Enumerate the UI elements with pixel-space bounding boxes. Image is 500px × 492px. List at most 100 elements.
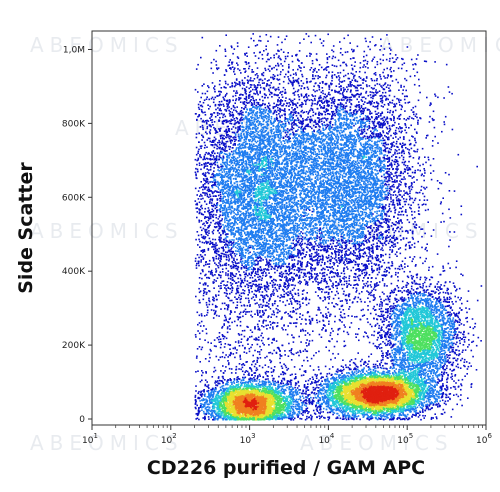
event-point <box>222 246 225 248</box>
event-point <box>314 273 316 275</box>
event-point <box>338 239 340 242</box>
event-point <box>210 388 212 391</box>
event-point <box>366 118 369 121</box>
event-point <box>322 90 324 92</box>
event-point <box>354 117 356 119</box>
event-point <box>395 305 397 307</box>
event-point <box>245 269 248 272</box>
event-point <box>376 113 378 115</box>
event-point <box>297 148 300 151</box>
event-point <box>279 100 281 102</box>
event-point <box>254 375 256 377</box>
event-point <box>255 383 257 385</box>
event-point <box>319 198 322 201</box>
event-point <box>241 79 244 82</box>
event-point <box>257 267 259 270</box>
event-point <box>267 262 269 265</box>
event-point <box>358 246 361 249</box>
event-point <box>336 240 339 242</box>
event-point <box>410 292 413 295</box>
event-point <box>299 180 301 183</box>
event-point <box>363 107 365 110</box>
event-point <box>213 156 215 158</box>
event-point <box>330 107 333 109</box>
event-point <box>284 364 287 367</box>
event-point <box>364 186 366 189</box>
event-point <box>401 409 403 411</box>
event-point <box>269 161 272 164</box>
event-point <box>258 211 260 214</box>
event-point <box>391 318 393 320</box>
event-point <box>386 295 389 298</box>
event-point <box>326 393 328 396</box>
event-point <box>318 111 320 114</box>
event-point <box>432 110 435 113</box>
event-point <box>427 292 430 294</box>
event-point <box>343 151 345 154</box>
event-point <box>393 414 396 417</box>
event-point <box>382 130 384 132</box>
event-point <box>452 320 454 323</box>
event-point <box>207 227 209 229</box>
event-point <box>272 139 274 141</box>
event-point <box>291 106 293 109</box>
event-point <box>225 217 228 219</box>
event-point <box>453 357 456 359</box>
event-point <box>379 161 381 164</box>
event-point <box>196 417 199 420</box>
event-point <box>432 342 435 345</box>
event-point <box>452 303 454 305</box>
event-point <box>332 413 334 416</box>
event-point <box>447 262 450 265</box>
event-point <box>202 371 204 374</box>
event-point <box>362 138 364 140</box>
event-point <box>242 252 244 254</box>
event-point <box>224 287 226 289</box>
event-point <box>289 412 292 415</box>
event-point <box>232 265 234 268</box>
event-point <box>396 406 399 409</box>
event-point <box>318 97 320 100</box>
event-point <box>300 281 302 283</box>
event-point <box>301 128 303 130</box>
event-point <box>228 102 230 104</box>
event-point <box>287 185 289 188</box>
event-point <box>422 285 424 287</box>
event-point <box>327 239 330 242</box>
event-point <box>260 303 262 306</box>
event-point <box>383 270 386 273</box>
event-point <box>280 99 282 101</box>
event-point <box>203 288 206 290</box>
event-point <box>327 388 330 391</box>
event-point <box>340 251 343 254</box>
event-point <box>217 107 219 109</box>
event-point <box>248 161 250 163</box>
event-point <box>251 71 253 73</box>
event-point <box>387 197 389 199</box>
event-point <box>335 107 338 110</box>
event-point <box>213 175 215 178</box>
event-point <box>368 252 371 254</box>
event-point <box>386 77 389 79</box>
event-point <box>334 189 336 192</box>
event-point <box>327 302 330 305</box>
event-point <box>397 345 400 348</box>
event-point <box>207 169 210 171</box>
event-point <box>387 314 389 317</box>
watermark-text: ABEOMICS <box>30 431 184 455</box>
event-point <box>345 241 348 244</box>
event-point <box>332 150 334 153</box>
event-point <box>333 209 335 212</box>
event-point <box>236 111 238 113</box>
event-point <box>465 307 467 309</box>
event-point <box>279 255 282 257</box>
event-point <box>438 380 441 382</box>
event-point <box>259 256 261 258</box>
event-point <box>279 357 281 360</box>
event-point <box>429 362 431 364</box>
event-point <box>361 150 363 152</box>
event-point <box>227 199 229 202</box>
event-point <box>292 419 295 421</box>
event-point <box>298 335 300 338</box>
event-point <box>385 147 387 150</box>
